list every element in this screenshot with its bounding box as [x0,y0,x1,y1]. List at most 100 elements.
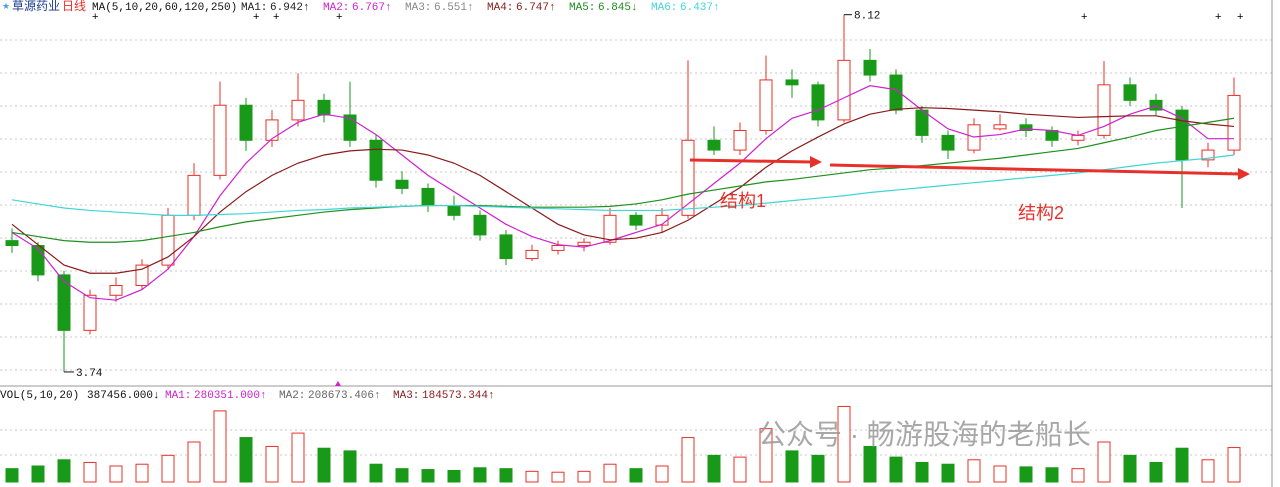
candle-body [369,139,383,181]
volume-bar [629,468,643,483]
ma-name: MA2: [323,2,349,14]
volume-bar [265,445,279,483]
ma-name: MA6: [651,2,677,14]
volume-bar [811,454,825,483]
volume-bar [447,469,461,483]
ma-line [11,117,1235,243]
ma-value: 6.767↑ [352,2,392,14]
candle-body [31,245,45,276]
candle-body [837,59,851,121]
volume-bar [941,463,955,483]
ma-value: 6.845↓ [598,2,638,14]
candle-body [1045,130,1059,141]
svg-text:+: + [273,11,279,23]
volume-bar [993,465,1007,483]
ma-value: 6.551↑ [434,2,474,14]
volume-bar [1019,466,1033,483]
ma-name: MA1: [241,2,267,14]
ma-header: MA(5,10,20,60,120,250) [92,2,237,14]
vol-ma-name: MA3: [393,390,419,402]
volume-bar [83,461,97,483]
candle-body [239,104,253,141]
volume-bar [525,470,539,483]
volume-bar [135,463,149,483]
ma-line [11,85,1234,301]
volume-bar [837,405,851,483]
volume-bar [109,465,123,483]
volume-bar [343,450,357,483]
volume-bar [1227,447,1241,483]
candle-body [863,59,877,76]
candle-body [603,214,617,243]
volume-bar [499,468,513,483]
candle-body [1201,149,1215,161]
volume-bar [213,410,227,483]
event-markers: + + + + + + + [92,11,1243,23]
volume-bar [187,441,201,483]
svg-text:+: + [1081,11,1087,23]
volume-bar [161,454,175,483]
volume-bar [1149,461,1163,483]
candle-body [265,119,279,141]
volume-bar [5,468,19,483]
candle-body [889,74,903,111]
plot [5,14,1241,483]
svg-text:+: + [336,11,342,23]
volume-bar [603,463,617,483]
ma-name: MA5: [569,2,595,14]
volume-bar [1175,447,1189,483]
svg-text:+: + [92,11,98,23]
candle-body [187,174,201,216]
header: 草源药业 日线 MA(5,10,20,60,120,250) [12,0,237,14]
volume-bar [915,461,929,483]
volume-bar [1097,441,1111,483]
vol-header: VOL(5,10,20) [0,390,79,402]
volume-bar [785,450,799,483]
arrows [689,156,1250,180]
candle-body [1123,84,1137,101]
volume-bar [733,456,747,483]
volume-bar [889,456,903,483]
candle-body [343,114,357,141]
candle-body [525,249,539,260]
vol-ma-value: 184573.344↑ [422,390,495,402]
volume-bar [1123,454,1137,483]
ma-line [11,154,1235,216]
volume-bar [421,469,435,483]
candle-body [733,130,747,151]
ma-line [11,107,1235,274]
candle-body [57,274,71,331]
volume-bar [31,465,45,483]
volume-bar [57,459,71,483]
volume-bar [577,470,591,483]
candle-body [291,99,305,121]
volume-bar [967,459,981,483]
ma-value: 6.942↑ [270,2,310,14]
volume-bar [369,463,383,483]
low-label: 3.74 [76,368,103,380]
svg-text:+: + [253,11,259,23]
volume-bar [1071,468,1085,483]
period: 日线 [62,0,86,14]
vol-ma-value: 280351.000↑ [194,390,267,402]
watermark: 公众号 · 畅游股海的老船长 [758,419,1091,450]
ma-name: MA3: [405,2,431,14]
volume-bar [1201,459,1215,483]
candle-body [785,79,799,86]
volume-bar [1045,467,1059,483]
svg-text:+: + [1237,11,1243,23]
volume-bar [551,471,565,483]
candle-body [1227,94,1241,151]
volume-bar [317,447,331,483]
candle-body [941,134,955,151]
candle-body [1175,109,1189,161]
volume-bar [681,437,695,483]
candle-body [551,245,565,251]
volume-bar [291,432,305,483]
candle-body [993,124,1007,130]
ma-value: 6.437↑ [680,2,720,14]
stock-name: 草源药业 [12,0,60,14]
high-label: 8.12 [854,11,880,23]
volume-bar [863,445,877,483]
note: 结构2 [1018,203,1064,223]
